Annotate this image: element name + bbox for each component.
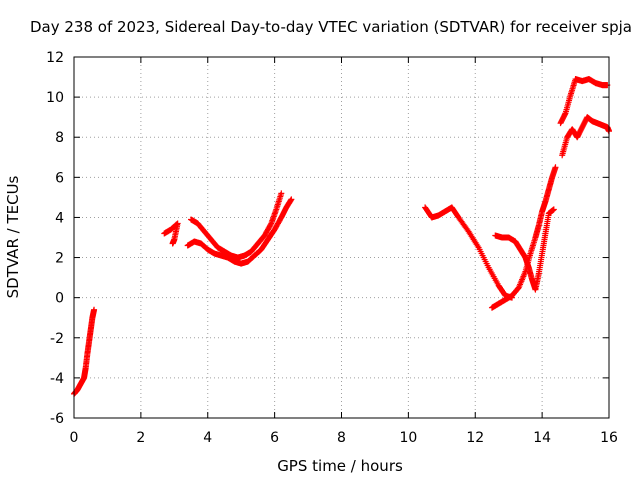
plot-frame — [73, 56, 610, 419]
y-tick-label: 4 — [55, 210, 64, 226]
y-tick-label: 8 — [55, 130, 64, 146]
data-point — [278, 190, 285, 197]
x-tick-label: 10 — [399, 430, 417, 446]
series-arc-3a — [188, 190, 285, 261]
x-tick-label: 14 — [533, 430, 551, 446]
data-point — [267, 221, 274, 228]
grid — [74, 57, 609, 418]
data-points — [71, 76, 612, 397]
y-tick-label: 12 — [46, 50, 64, 66]
y-tick-label: -4 — [50, 371, 64, 387]
y-tick-label: -6 — [50, 411, 64, 427]
x-tick-label: 2 — [136, 430, 145, 446]
data-point — [552, 164, 559, 171]
x-tick-label: 0 — [70, 430, 79, 446]
data-point — [91, 306, 98, 313]
x-tick-label: 8 — [337, 430, 346, 446]
y-tick-label: 2 — [55, 251, 64, 267]
y-tick-label: 10 — [46, 90, 64, 106]
x-tick-label: 12 — [466, 430, 484, 446]
y-tick-label: -2 — [50, 331, 64, 347]
series-arc-4 — [422, 204, 516, 301]
chart-title: Day 238 of 2023, Sidereal Day-to-day VTE… — [30, 18, 632, 36]
series-arc-1 — [71, 306, 98, 397]
data-point — [550, 206, 557, 213]
series-arc-6 — [492, 206, 557, 293]
y-tick-label: 6 — [55, 170, 64, 186]
x-tick-label: 16 — [600, 430, 618, 446]
data-point — [288, 196, 295, 203]
y-axis-label: SDTVAR / TECUs — [4, 175, 22, 298]
data-point — [169, 240, 176, 247]
series-arc-2 — [161, 220, 181, 247]
axis-ticks: 0 2 4 6 8 10 12 14 16 -6 -4 -2 0 2 4 6 8 10 12 — [46, 50, 618, 446]
series-arc-8 — [559, 114, 612, 159]
series-arc-3b — [184, 196, 295, 267]
series-arc-7 — [557, 76, 611, 127]
x-tick-label: 4 — [203, 430, 212, 446]
y-tick-label: 0 — [55, 291, 64, 307]
x-tick-label: 6 — [270, 430, 279, 446]
x-axis-label: GPS time / hours — [277, 457, 403, 475]
